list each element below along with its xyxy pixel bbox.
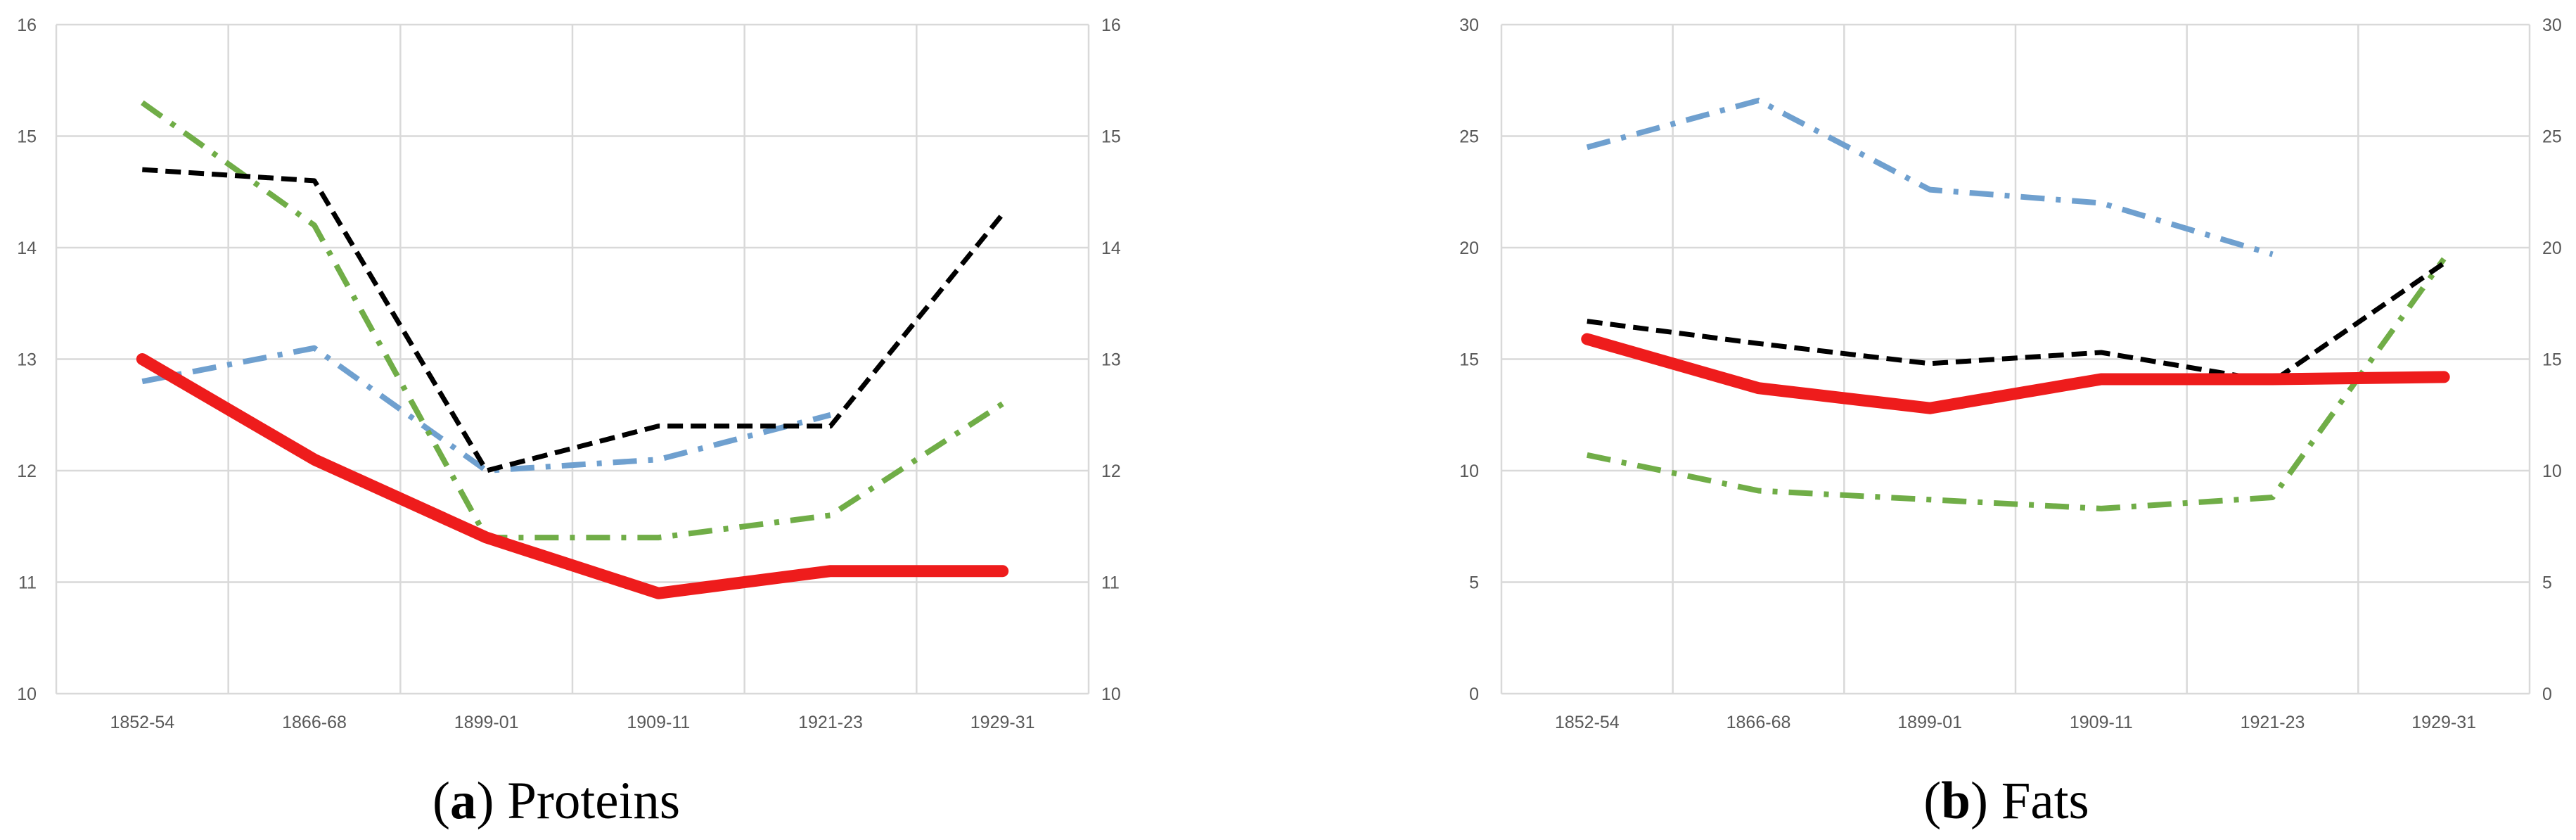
panel-proteins: 10 10 11 11 12 12 13 13 14 14 15 15 16 16 1852-54 1866-… (17, 15, 1121, 732)
y-tick-label: 5 (1469, 573, 1479, 593)
y-tick-label: 16 (17, 15, 37, 35)
caption-proteins: (a) Proteins (432, 772, 680, 830)
x-tick-label: 1866-68 (282, 713, 347, 732)
x-tick-label: 1866-68 (1726, 713, 1791, 732)
x-tick-label: 1921-23 (2241, 713, 2305, 732)
series-line-4 (1581, 333, 2450, 414)
x-tick-label: 1852-54 (1555, 713, 1620, 732)
series-line-2 (140, 100, 1004, 541)
series-line-1 (1586, 97, 2274, 257)
x-tick-label: 1899-01 (1897, 713, 1962, 732)
caption-fats: (b) Fats (1923, 772, 2089, 830)
y-tick-label: 11 (18, 573, 37, 593)
y2-tick-label: 15 (1101, 127, 1121, 147)
y2-tick-label: 15 (2542, 350, 2562, 370)
series-line-3 (1587, 261, 2446, 384)
y-tick-label: 10 (17, 685, 37, 704)
y-tick-label: 10 (1459, 462, 1479, 481)
y2-tick-label: 0 (2542, 685, 2552, 704)
y2-tick-label: 14 (1101, 238, 1121, 258)
panel-fats: 0 0 5 5 10 10 15 15 20 20 25 25 30 30 1852-54 1866-68 18… (1459, 15, 2562, 732)
y2-tick-label: 25 (2542, 127, 2562, 147)
series-line-4 (136, 353, 1009, 599)
x-tick-label: 1909-11 (627, 713, 690, 732)
y2-tick-label: 5 (2542, 573, 2552, 593)
y-tick-label: 25 (1459, 127, 1479, 147)
x-tick-label: 1929-31 (2411, 713, 2476, 732)
series-line-3 (142, 167, 1005, 473)
x-tick-label: 1929-31 (970, 713, 1035, 732)
caption-letter-a: a (450, 772, 477, 830)
x-tick-label: 1909-11 (2070, 713, 2133, 732)
caption-title-proteins: Proteins (507, 772, 680, 830)
x-tick-label: 1852-54 (110, 713, 174, 732)
y2-tick-label: 13 (1101, 350, 1121, 370)
series-line-2 (1586, 257, 2447, 511)
y2-tick-label: 30 (2542, 15, 2562, 35)
y-tick-label: 15 (1459, 350, 1479, 370)
y2-tick-label: 10 (2542, 462, 2562, 481)
y2-tick-label: 20 (2542, 238, 2562, 258)
y2-tick-label: 16 (1101, 15, 1121, 35)
y-tick-label: 15 (17, 127, 37, 147)
y2-tick-label: 11 (1101, 573, 1120, 593)
x-tick-label: 1921-23 (798, 713, 863, 732)
y-tick-label: 30 (1459, 15, 1479, 35)
y-tick-label: 20 (1459, 238, 1479, 258)
x-tick-label: 1899-01 (454, 713, 519, 732)
y-tick-label: 12 (17, 462, 37, 481)
y-tick-label: 13 (17, 350, 37, 370)
series-line-1 (141, 345, 832, 473)
caption-letter-b: b (1941, 772, 1971, 830)
caption-title-fats: Fats (2001, 772, 2089, 830)
y2-tick-label: 12 (1101, 462, 1121, 481)
y2-tick-label: 10 (1101, 685, 1121, 704)
y-tick-label: 14 (17, 238, 37, 258)
y-tick-label: 0 (1469, 685, 1479, 704)
